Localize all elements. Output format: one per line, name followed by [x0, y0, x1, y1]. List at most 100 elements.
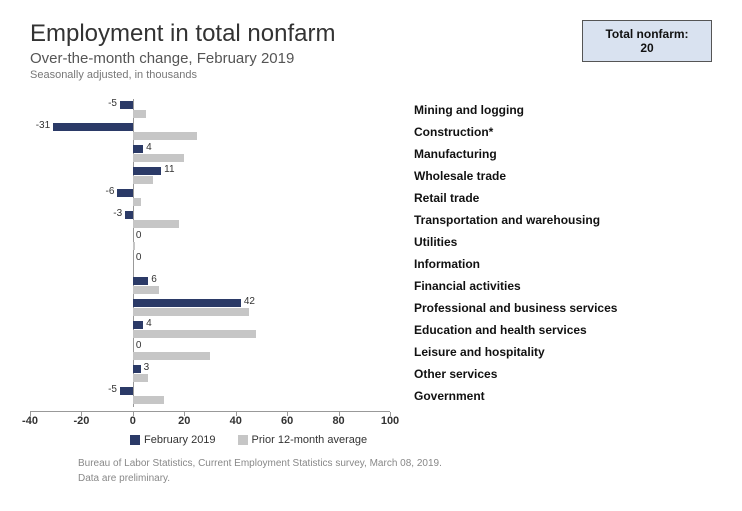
chart-row: 4 Education and health services [30, 319, 712, 341]
category-label: Mining and logging [390, 99, 712, 121]
category-label: Wholesale trade [390, 165, 712, 187]
category-label: Financial activities [390, 275, 712, 297]
bar-secondary [133, 396, 164, 404]
bar-secondary [133, 330, 256, 338]
category-label: Manufacturing [390, 143, 712, 165]
bar-value-label: -5 [108, 98, 117, 109]
chart: -5 Mining and logging -31 Construction* 4 Man… [30, 99, 712, 446]
bars-cell: 11 [30, 165, 390, 187]
bar-primary [133, 167, 161, 175]
callout-value: 20 [597, 41, 697, 55]
bar-secondary [133, 110, 146, 118]
chart-row: 11 Wholesale trade [30, 165, 712, 187]
chart-row: 6 Financial activities [30, 275, 712, 297]
bar-value-label: -3 [113, 208, 122, 219]
bar-primary [133, 365, 141, 373]
bars-cell: 0 [30, 253, 390, 275]
chart-row: 0Utilities [30, 231, 712, 253]
category-label: Transportation and warehousing [390, 209, 712, 231]
chart-subtitle: Over-the-month change, February 2019 [30, 50, 582, 67]
bar-primary [117, 189, 132, 197]
category-label: Utilities [390, 231, 712, 253]
bar-secondary [133, 308, 249, 316]
bar-value-label: 6 [151, 274, 157, 285]
axis-tick-label: 20 [178, 415, 190, 427]
bar-value-label: 11 [164, 164, 174, 175]
title-block: Employment in total nonfarm Over-the-mon… [30, 20, 582, 81]
bar-primary [120, 101, 133, 109]
bar-value-label: 0 [136, 340, 142, 351]
legend-item-secondary: Prior 12-month average [238, 434, 368, 446]
chart-row: 3Other services [30, 363, 712, 385]
bars-cell: 4 [30, 319, 390, 341]
footer-source: Bureau of Labor Statistics, Current Empl… [78, 456, 712, 471]
legend-label-primary: February 2019 [144, 434, 216, 446]
category-label: Construction* [390, 121, 712, 143]
chart-row: -3 Transportation and warehousing [30, 209, 712, 231]
axis-tick-label: 40 [230, 415, 242, 427]
category-label: Education and health services [390, 319, 712, 341]
bar-value-label: -31 [36, 120, 50, 131]
chart-row: 0 Leisure and hospitality [30, 341, 712, 363]
chart-note: Seasonally adjusted, in thousands [30, 69, 582, 81]
bars-cell: 4 [30, 143, 390, 165]
bar-primary [133, 277, 148, 285]
axis-tick-label: 60 [281, 415, 293, 427]
bar-primary [133, 321, 143, 329]
bars-cell: 42 [30, 297, 390, 319]
chart-row: -5 Mining and logging [30, 99, 712, 121]
footer: Bureau of Labor Statistics, Current Empl… [78, 456, 712, 486]
bar-primary [120, 387, 133, 395]
chart-row: -5Government [30, 385, 712, 407]
bar-secondary [133, 198, 141, 206]
bars-cell: -6 [30, 187, 390, 209]
bar-primary [125, 211, 133, 219]
bars-cell: -5 [30, 99, 390, 121]
bars-cell: -5 [30, 385, 390, 407]
chart-row: -31 Construction* [30, 121, 712, 143]
legend-label-secondary: Prior 12-month average [252, 434, 368, 446]
bar-secondary [133, 352, 210, 360]
chart-row: -6 Retail trade [30, 187, 712, 209]
legend-swatch-primary [130, 435, 140, 445]
axis-tick-label: -20 [73, 415, 89, 427]
axis-tick-label: -40 [22, 415, 38, 427]
axis-tick-label: 80 [332, 415, 344, 427]
bar-value-label: -6 [106, 186, 115, 197]
bar-value-label: 42 [244, 296, 255, 307]
footer-disclaimer: Data are preliminary. [78, 471, 712, 486]
bar-secondary [133, 176, 154, 184]
bar-secondary [133, 374, 148, 382]
bars-cell: 6 [30, 275, 390, 297]
bar-secondary [133, 220, 179, 228]
bars-cell: 0 [30, 341, 390, 363]
callout-label: Total nonfarm: [597, 27, 697, 41]
bars-cell: 0 [30, 231, 390, 253]
legend-swatch-secondary [238, 435, 248, 445]
chart-row: 0 Information [30, 253, 712, 275]
legend-item-primary: February 2019 [130, 434, 216, 446]
bars-cell: -31 [30, 121, 390, 143]
chart-row: 4 Manufacturing [30, 143, 712, 165]
axis-tick-label: 0 [130, 415, 136, 427]
bar-primary [133, 145, 143, 153]
legend: February 2019 Prior 12-month average [130, 434, 712, 446]
bar-primary [133, 299, 241, 307]
category-label: Retail trade [390, 187, 712, 209]
category-label: Information [390, 253, 712, 275]
bar-primary [53, 123, 133, 131]
total-callout: Total nonfarm: 20 [582, 20, 712, 62]
bars-cell: 3 [30, 363, 390, 385]
axis-tick-label: 100 [381, 415, 399, 427]
bar-value-label: 4 [146, 142, 152, 153]
bar-value-label: 0 [136, 252, 142, 263]
bar-value-label: 4 [146, 318, 152, 329]
category-label: Leisure and hospitality [390, 341, 712, 363]
bar-secondary [133, 242, 136, 250]
category-label: Other services [390, 363, 712, 385]
bar-value-label: -5 [108, 384, 117, 395]
chart-row: 42Professional and business services [30, 297, 712, 319]
x-axis: -40-20020406080100 [30, 411, 712, 430]
bar-secondary [133, 286, 159, 294]
header: Employment in total nonfarm Over-the-mon… [30, 20, 712, 81]
